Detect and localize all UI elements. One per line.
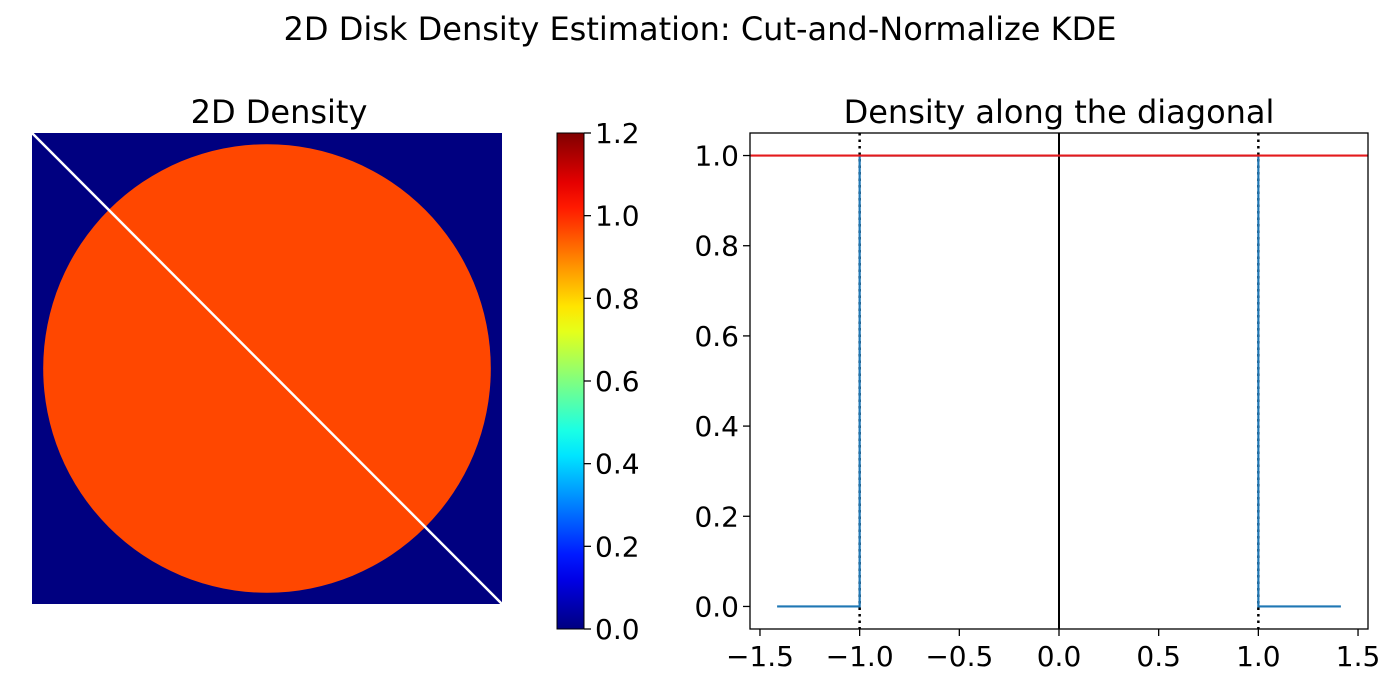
colorbar-tick-label: 0.0 [595, 613, 640, 646]
y-tick-label: 0.0 [694, 590, 739, 623]
y-tick-label: 0.8 [694, 230, 739, 263]
y-tick-label: 1.0 [694, 140, 739, 173]
line-chart-title: Density along the diagonal [844, 93, 1275, 131]
line-chart-plot-area [750, 133, 1368, 629]
x-axis-ticks: −1.5 −1.0 −0.5 0.0 0.5 1.0 1.5 [726, 629, 1380, 673]
y-tick-label: 0.2 [694, 500, 739, 533]
figure-suptitle: 2D Disk Density Estimation: Cut-and-Norm… [284, 10, 1117, 48]
heatmap-title: 2D Density [191, 93, 368, 131]
colorbar-tick-label: 1.0 [595, 200, 640, 233]
colorbar-ticks: 0.0 0.2 0.4 0.6 0.8 1.0 1.2 [584, 117, 640, 646]
colorbar: 0.0 0.2 0.4 0.6 0.8 1.0 1.2 [556, 117, 640, 646]
x-tick-label: 1.0 [1236, 640, 1281, 673]
colorbar-tick-label: 0.6 [595, 365, 640, 398]
colorbar-tick-label: 0.4 [595, 448, 640, 481]
x-tick-label: 0.5 [1136, 640, 1181, 673]
heatmap-panel: 2D Density [32, 93, 502, 604]
x-tick-label: 0.0 [1037, 640, 1082, 673]
x-tick-label: −0.5 [925, 640, 993, 673]
y-axis-ticks: 0.0 0.2 0.4 0.6 0.8 1.0 [694, 140, 750, 623]
line-chart-panel: Density along the diagonal −1.5 −1.0 −0.5 0… [694, 93, 1380, 673]
colorbar-tick-label: 0.8 [595, 282, 640, 315]
colorbar-gradient [556, 132, 585, 630]
y-tick-label: 0.4 [694, 410, 739, 443]
x-tick-label: 1.5 [1336, 640, 1381, 673]
x-tick-label: −1.5 [726, 640, 794, 673]
colorbar-tick-label: 1.2 [595, 117, 640, 150]
heatmap-diagonal-line [32, 133, 502, 604]
heatmap-plot-area [32, 133, 502, 604]
colorbar-tick-label: 0.2 [595, 530, 640, 563]
y-tick-label: 0.6 [694, 320, 739, 353]
x-tick-label: −1.0 [826, 640, 894, 673]
